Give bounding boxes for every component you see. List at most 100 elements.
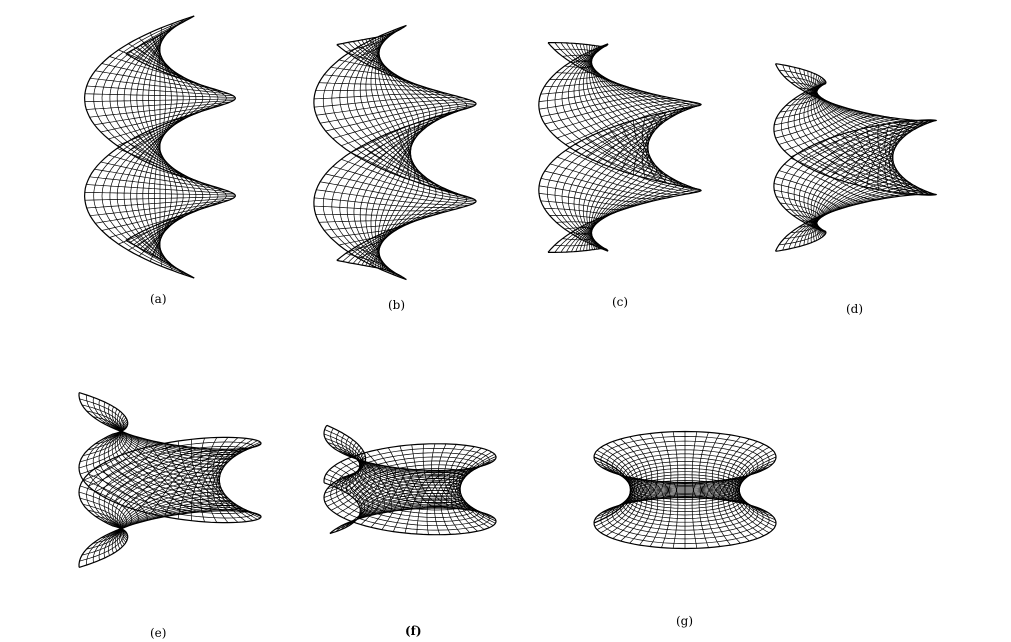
mesh-line [776,97,825,119]
mesh-line [158,224,162,267]
mesh-line [554,44,686,253]
mesh-line [790,81,818,101]
mesh-line [738,453,776,521]
mesh-line [784,163,879,200]
mesh-line [574,102,699,152]
mesh-line [775,109,855,139]
mesh-line [313,24,477,261]
mesh-line [94,103,226,126]
mesh-line [117,110,203,147]
mesh-line [774,189,832,213]
mesh-line [200,446,257,523]
mesh-line [86,85,234,97]
mesh-line [81,515,122,556]
mesh-line [101,63,219,91]
mesh-line [717,476,741,544]
mesh-line [88,439,148,487]
mesh-line [633,120,692,189]
mesh-line [606,444,639,511]
mesh-line [459,453,495,526]
mesh-line [315,89,448,95]
mesh-line [737,463,774,530]
mesh-line [79,421,124,463]
mesh-line [548,247,609,253]
mesh-line [137,448,214,511]
mesh-line [177,440,244,512]
mesh-line [556,101,690,139]
caption-g: (g) [676,614,694,628]
mesh-line [891,120,926,196]
mesh-line [315,210,448,216]
mesh-line [717,436,741,504]
mesh-line [387,447,426,509]
mesh-line [773,106,842,132]
mesh-line [372,110,461,166]
mesh-line [672,482,679,549]
mesh-line [596,463,633,530]
mesh-line [341,158,475,200]
mesh-line [818,120,919,173]
mesh-line [573,46,667,252]
mesh-line [538,43,702,253]
mesh-line [84,98,236,102]
mesh-line [190,447,252,521]
mesh-line [313,44,477,281]
panel-g [590,405,780,575]
mesh-line [366,452,402,510]
mesh-line [727,472,758,539]
mesh-line [316,189,470,206]
mesh-line [336,24,407,46]
mesh-line [101,203,219,231]
mesh-line [323,433,362,486]
mesh-line [324,74,427,89]
mesh-line [324,437,361,490]
mesh-line [793,67,917,232]
mesh-line [773,63,938,232]
mesh-line [540,200,630,210]
mesh-line [571,232,593,236]
mesh-line [705,433,721,500]
mesh-line [90,77,230,95]
mesh-line [108,107,212,140]
mesh-line [784,115,879,152]
mesh-line [78,525,129,568]
mesh-line [94,168,226,191]
mesh-line [84,196,236,201]
mesh-line [325,173,476,203]
mesh-line [150,448,225,514]
wireframe-mesh [83,15,237,279]
mesh-line [450,462,491,533]
mesh-line [431,443,468,511]
mesh-line [81,404,122,445]
mesh-line [593,456,632,524]
mesh-line [207,437,260,516]
mesh-line [330,220,416,239]
mesh-line [125,447,201,507]
mesh-line [781,64,929,232]
mesh-line [125,239,195,279]
mesh-line [778,170,867,203]
mesh-line [332,103,477,139]
mesh-line [416,469,453,535]
mesh-line [341,105,475,147]
mesh-line [538,89,642,102]
mesh-line [79,497,124,539]
mesh-line [691,482,698,549]
mesh-line [446,464,486,534]
caption-c: (c) [612,295,629,309]
mesh-line [549,75,606,80]
mesh-line [808,119,910,168]
mesh-line [539,185,653,203]
panel-f-surface [323,424,497,536]
mesh-line [649,433,665,500]
mesh-line [83,479,139,525]
mesh-line [79,520,125,562]
mesh-line [126,113,194,153]
panel-c-surface [538,42,702,253]
mesh-line [544,80,618,88]
mesh-line [200,437,257,514]
wireframe-mesh [313,24,477,281]
mesh-line [78,392,129,435]
mesh-line [564,226,594,230]
mesh-line [347,458,385,514]
